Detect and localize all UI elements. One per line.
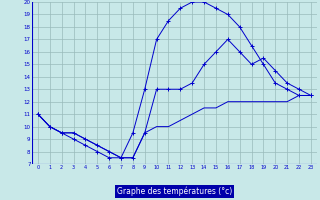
Text: Graphe des températures (°c): Graphe des températures (°c)	[117, 186, 232, 196]
